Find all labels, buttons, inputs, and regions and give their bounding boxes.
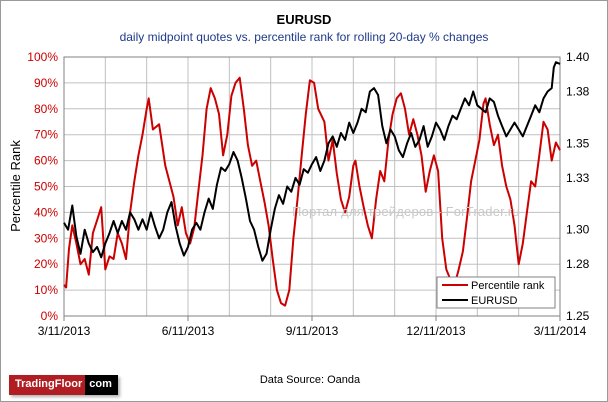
- y-left-tick-label: 50%: [34, 180, 58, 194]
- legend-label-percentile: Percentile rank: [471, 280, 545, 292]
- logo-text-domain: com: [85, 375, 118, 395]
- chart-subtitle: daily midpoint quotes vs. percentile ran…: [119, 30, 489, 44]
- x-tick-label: 12/11/2013: [406, 324, 465, 338]
- legend-box: [436, 276, 556, 309]
- chart-title: EURUSD: [276, 12, 332, 27]
- y-right-tick-label: 1.33: [566, 171, 590, 185]
- y-left-tick-label: 90%: [34, 76, 58, 90]
- legend: Percentile rank EURUSD: [436, 276, 556, 309]
- y-right-tick-label: 1.25: [566, 309, 590, 323]
- data-source-note: Data Source: Oanda: [259, 374, 361, 386]
- y-left-tick-label: 70%: [34, 128, 58, 142]
- watermark: Портал для трейдеров - ForTrader.ru: [292, 204, 520, 219]
- series-line-eurusd: [63, 61, 561, 262]
- logo-text-main: TradingFloor: [9, 375, 86, 395]
- x-tick-label: 3/11/2014: [534, 324, 587, 338]
- y-right-tick-label: 1.28: [566, 257, 590, 271]
- y-right-tick-label: 1.40: [566, 50, 590, 64]
- y-left-tick-label: 30%: [34, 231, 58, 245]
- y-left-tick-label: 80%: [34, 102, 58, 116]
- y-axis-left-label: Percentile Rank: [8, 140, 23, 232]
- legend-label-eurusd: EURUSD: [471, 295, 518, 307]
- x-tick-label: 6/11/2013: [162, 324, 215, 338]
- grid-layer: [64, 56, 560, 317]
- series-layer: [63, 61, 561, 307]
- y-left-tick-label: 60%: [34, 154, 58, 168]
- tradingfloor-logo[interactable]: TradingFloor com: [9, 375, 118, 395]
- axis-layer: 0% 10% 20% 30% 40% 50% 60% 70% 80% 90% 100% 1.25 1.2…: [27, 50, 589, 338]
- y-left-tick-label: 20%: [34, 257, 58, 271]
- y-left-tick-label: 10%: [34, 283, 58, 297]
- y-left-tick-label: 100%: [27, 50, 58, 64]
- y-left-tick-label: 40%: [34, 205, 58, 219]
- series-line-percentile-rank: [63, 76, 561, 307]
- y-right-tick-label: 1.30: [566, 223, 590, 237]
- y-right-tick-label: 1.35: [566, 136, 590, 150]
- x-tick-label: 3/11/2013: [38, 324, 91, 338]
- y-left-tick-label: 0%: [41, 309, 59, 323]
- x-tick-label: 9/11/2013: [286, 324, 339, 338]
- y-right-tick-label: 1.38: [566, 85, 590, 99]
